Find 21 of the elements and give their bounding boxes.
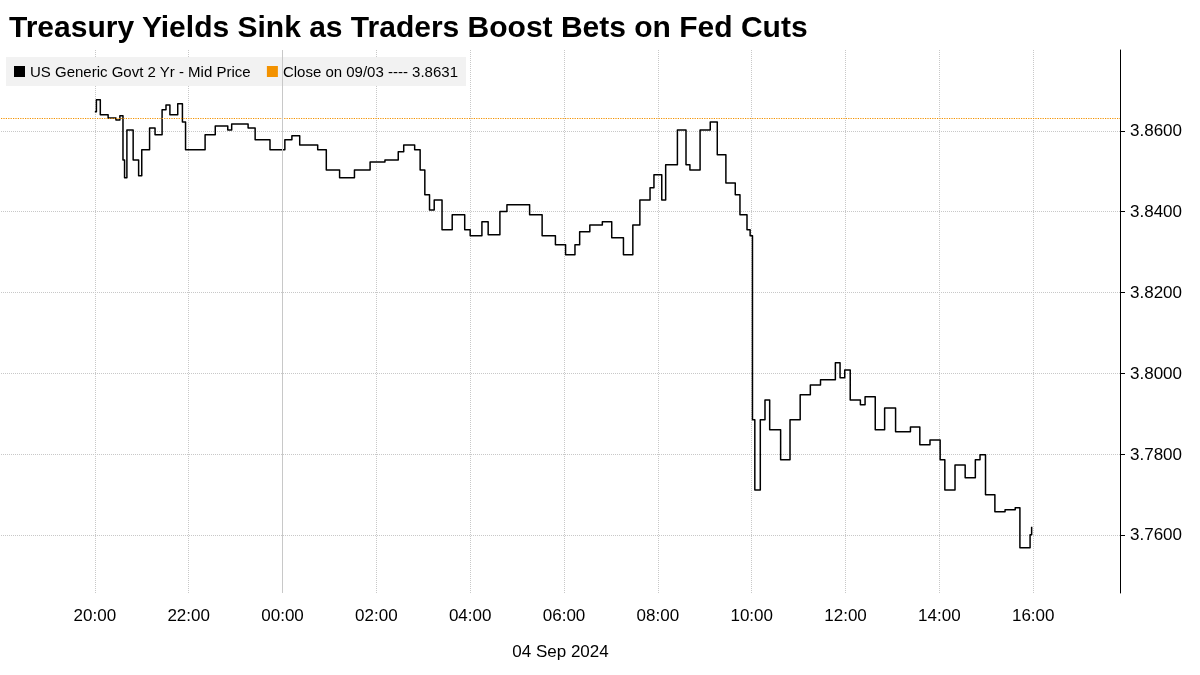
x-tick-label: 06:00	[542, 606, 586, 625]
legend-label: US Generic Govt 2 Yr - Mid Price	[30, 63, 251, 80]
x-tick-label: 14:00	[918, 606, 961, 625]
x-tick-label: 22:00	[167, 606, 210, 625]
y-tick-label: 3.7600	[1130, 525, 1182, 545]
x-tick-label: 16:00	[1011, 606, 1055, 625]
y-tick-label: 3.8400	[1130, 202, 1182, 222]
x-tick-label: 10:00	[730, 606, 773, 625]
x-tick-label: 00:00	[261, 606, 304, 625]
x-tick-label: 02:00	[355, 606, 398, 625]
y-tick-label: 3.8000	[1130, 363, 1182, 383]
chart-title: Treasury Yields Sink as Traders Boost Bets on Fed Cuts	[9, 9, 808, 43]
x-tick-label: 12:00	[824, 606, 867, 625]
legend-label: Close on 09/03 ---- 3.8631	[282, 63, 458, 80]
y-tick-label: 3.7800	[1130, 444, 1182, 464]
x-axis-title: 04 Sep 2024	[512, 642, 609, 661]
x-tick-label: 04:00	[448, 606, 492, 625]
y-tick-label: 3.8200	[1130, 282, 1182, 302]
y-tick-label: 3.8600	[1130, 121, 1182, 141]
x-tick-label: 20:00	[73, 606, 117, 625]
x-tick-label: 08:00	[636, 606, 680, 625]
